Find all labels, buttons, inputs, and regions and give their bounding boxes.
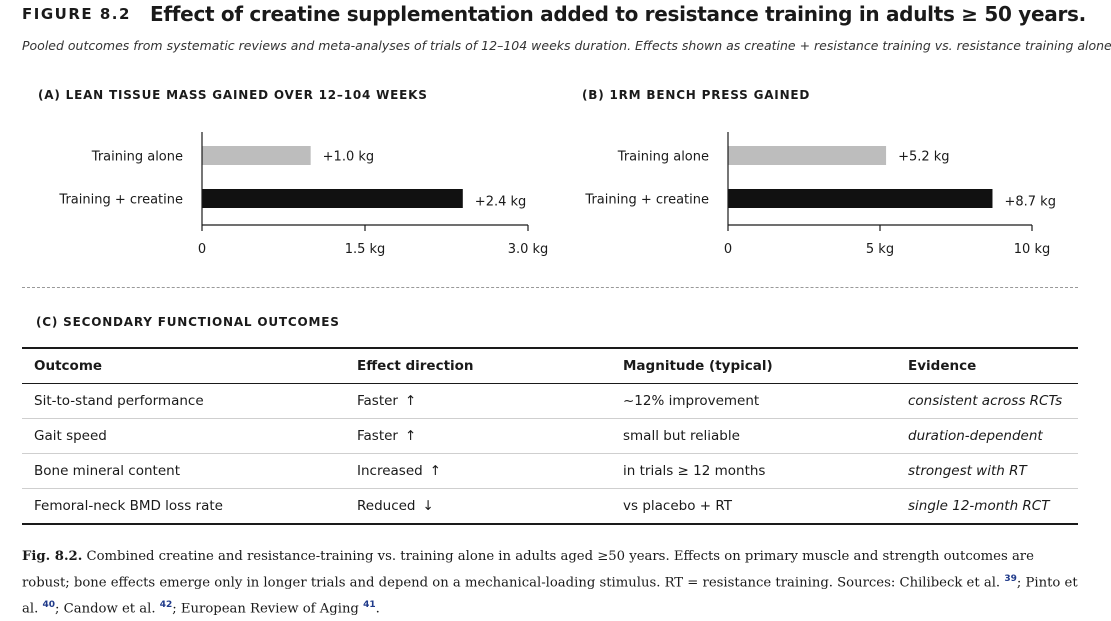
effect-text: Increased — [357, 463, 423, 479]
caption-text: ; Pinto et al. — [22, 575, 1078, 617]
category-label: Training + creatine — [58, 193, 183, 208]
arrow-up-icon: ↑ — [404, 393, 417, 409]
x-tick-label: 3.0 kg — [508, 242, 549, 257]
section-divider — [22, 287, 1078, 288]
value-label: +5.2 kg — [898, 150, 949, 165]
caption-text: Combined creatine and resistance-trainin… — [22, 549, 1034, 591]
magnitude-cell: ~12% improvement — [611, 383, 896, 419]
bench-press-chart: Training alone +5.2 kg Training + creatine… — [584, 132, 1056, 257]
citation-ref[interactable]: 39 — [1004, 574, 1017, 584]
citation-ref[interactable]: 40 — [42, 600, 56, 611]
outcome-cell: Sit-to-stand performance — [22, 383, 345, 419]
x-tick-label: 0 — [198, 242, 206, 257]
column-header-magnitude: Magnitude (typical) — [611, 347, 896, 384]
citation-ref[interactable]: 42 — [159, 600, 173, 611]
value-label: +2.4 kg — [475, 195, 526, 210]
outcome-cell: Bone mineral content — [22, 453, 345, 489]
table-row: Bone mineral content Increased ↑ in trial… — [22, 453, 1078, 489]
bar — [728, 189, 993, 208]
figure-header: FIGURE 8.2 Effect of creatine supplement… — [22, 2, 1086, 26]
lean-mass-chart: Training alone +1.0 kg Training + creatine… — [58, 132, 549, 257]
magnitude-cell: in trials ≥ 12 months — [611, 453, 896, 489]
arrow-up-icon: ↑ — [404, 428, 417, 444]
effect-cell: Faster ↑ — [345, 418, 611, 454]
effect-text: Reduced — [357, 498, 416, 514]
column-header-effect: Effect direction — [345, 347, 611, 384]
category-label: Training alone — [91, 150, 183, 165]
effect-cell: Increased ↑ — [345, 453, 611, 489]
outcome-cell: Femoral-neck BMD loss rate — [22, 488, 345, 525]
caption-text: ; Candow et al. — [55, 601, 156, 617]
table-row: Gait speed Faster ↑ small but reliable du… — [22, 418, 1078, 454]
column-header-outcome: Outcome — [22, 347, 345, 384]
citation-ref[interactable]: 41 — [363, 600, 376, 611]
caption-label: Fig. 8.2. — [22, 549, 83, 564]
table-header-row: Outcome Effect direction Magnitude (typi… — [22, 347, 1078, 384]
effect-cell: Reduced ↓ — [345, 488, 611, 525]
category-label: Training + creatine — [584, 193, 709, 208]
value-label: +1.0 kg — [323, 150, 374, 165]
caption-text: . — [375, 601, 380, 617]
bar — [202, 189, 463, 208]
figure-subtitle: Pooled outcomes from systematic reviews … — [22, 38, 1111, 53]
table-row: Sit-to-stand performance Faster ↑ ~12% im… — [22, 383, 1078, 419]
evidence-cell: consistent across RCTs — [896, 383, 1078, 419]
effect-text: Faster — [357, 428, 398, 444]
bar — [202, 146, 311, 165]
figure-label: FIGURE 8.2 — [22, 5, 131, 23]
x-tick-label: 0 — [724, 242, 732, 257]
column-header-evidence: Evidence — [896, 347, 1078, 384]
figure-caption: Fig. 8.2. Combined creatine and resistan… — [22, 546, 1082, 621]
figure-title: Effect of creatine supplementation added… — [150, 2, 1086, 26]
x-tick-label: 5 kg — [866, 242, 894, 257]
bar — [728, 146, 887, 165]
magnitude-cell: small but reliable — [611, 418, 896, 454]
evidence-cell: duration-dependent — [896, 418, 1078, 454]
evidence-cell: single 12-month RCT — [896, 488, 1078, 525]
caption-text: ; European Review of Aging — [172, 601, 359, 617]
value-label: +8.7 kg — [1004, 195, 1055, 210]
effect-cell: Faster ↑ — [345, 383, 611, 419]
panel-b-heading: (B) 1RM BENCH PRESS GAINED — [582, 88, 811, 102]
table-row: Femoral-neck BMD loss rate Reduced ↓ vs p… — [22, 488, 1078, 525]
panel-a-heading: (A) LEAN TISSUE MASS GAINED OVER 12–104 … — [38, 88, 428, 102]
x-tick-label: 10 kg — [1014, 242, 1050, 257]
evidence-cell: strongest with RT — [896, 453, 1078, 489]
secondary-outcomes-table: Outcome Effect direction Magnitude (typi… — [22, 347, 1078, 525]
panel-c-heading: (C) SECONDARY FUNCTIONAL OUTCOMES — [36, 315, 340, 329]
x-tick-label: 1.5 kg — [345, 242, 386, 257]
effect-text: Faster — [357, 393, 398, 409]
magnitude-cell: vs placebo + RT — [611, 488, 896, 525]
arrow-down-icon: ↓ — [422, 498, 434, 514]
category-label: Training alone — [617, 150, 709, 165]
outcome-cell: Gait speed — [22, 418, 345, 454]
arrow-up-icon: ↑ — [429, 463, 442, 479]
